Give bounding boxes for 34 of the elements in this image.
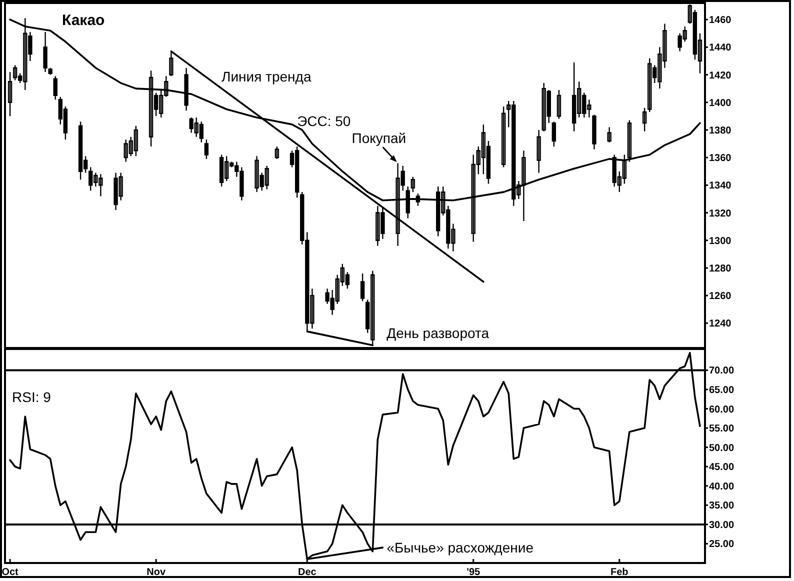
text: Какао — [62, 12, 105, 29]
y-tick-label: 1420 — [709, 70, 732, 82]
y-tick-label: 1260 — [709, 291, 732, 302]
y-tick-label: 65.00 — [709, 384, 734, 396]
x-tick-label: Nov — [146, 567, 166, 578]
y-tick-label: 70.00 — [709, 366, 734, 377]
y-tick-label: 1280 — [709, 263, 732, 274]
annotation: День разворота — [386, 325, 490, 342]
y-tick-label: 60.00 — [709, 404, 734, 416]
y-tick-label: 1380 — [709, 125, 732, 136]
y-tick-label: 1300 — [709, 236, 732, 247]
y-tick-label: 1460 — [709, 15, 732, 26]
y-tick-label: 1320 — [709, 208, 732, 220]
y-tick-label: 55.00 — [709, 424, 734, 435]
x-tick-label: Feb — [610, 567, 628, 578]
annotation: Линия тренда — [222, 68, 312, 85]
y-tick-label: 50.00 — [709, 442, 734, 454]
x-tick-label: '95 — [466, 567, 481, 578]
y-tick-label: 35.00 — [709, 500, 734, 512]
x-tick-label: Dec — [298, 567, 317, 578]
y-tick-label: 1400 — [709, 98, 732, 109]
annotation: ЭСС: 50 — [297, 112, 351, 129]
text: RSI: 9 — [12, 389, 52, 405]
y-tick-label: 25.00 — [709, 539, 734, 550]
y-tick-label: 30.00 — [709, 520, 734, 531]
y-tick-label: 1340 — [709, 180, 732, 192]
annotation: Покупай — [352, 130, 406, 146]
annotation: «Бычье» расхождение — [386, 540, 534, 556]
y-tick-label: 1240 — [709, 318, 732, 330]
y-tick-label: 45.00 — [709, 462, 734, 474]
y-tick-label: 1440 — [709, 42, 732, 54]
y-tick-label: 1360 — [709, 153, 732, 164]
x-tick-label: Oct — [2, 567, 20, 578]
y-tick-label: 40.00 — [709, 481, 734, 492]
